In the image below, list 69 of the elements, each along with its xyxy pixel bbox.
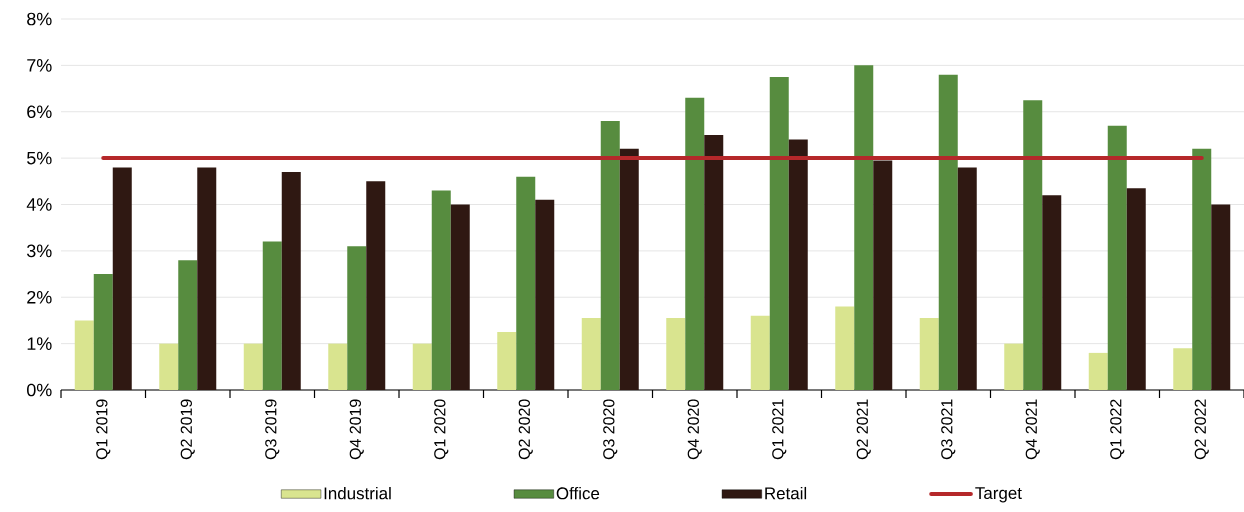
x-tick-label: Q1 2019 — [96, 399, 111, 460]
bar — [262, 241, 282, 390]
bar — [535, 199, 555, 390]
bar — [957, 167, 977, 390]
bar — [600, 121, 620, 390]
x-tick-label: Q2 2022 — [1194, 399, 1209, 460]
bar — [1004, 343, 1024, 390]
bar — [431, 190, 451, 390]
bar — [704, 134, 724, 390]
bar — [750, 315, 770, 390]
y-tick-label: 1% — [27, 337, 52, 350]
y-tick-label: 6% — [27, 105, 52, 119]
bar — [835, 306, 855, 390]
bar — [243, 343, 263, 390]
x-tick-label: Q2 2021 — [856, 399, 871, 460]
bar — [412, 343, 432, 390]
x-tick-label: Q2 2019 — [180, 399, 195, 460]
bar — [769, 76, 789, 390]
bar — [788, 139, 808, 390]
x-tick-label: Q3 2020 — [603, 399, 618, 460]
bar — [1211, 204, 1231, 390]
bar — [1023, 100, 1043, 390]
bar — [347, 246, 367, 390]
bar — [93, 274, 113, 390]
y-tick-label: 4% — [26, 198, 52, 211]
bar — [1192, 148, 1212, 390]
x-tick-label: Q3 2019 — [265, 399, 280, 460]
y-tick-label: 5% — [27, 151, 52, 165]
x-tick-label: Q4 2021 — [1025, 399, 1040, 460]
x-tick-label: Q2 2020 — [518, 399, 533, 460]
bar — [1107, 125, 1127, 390]
bar — [450, 204, 470, 390]
x-tick-label: Q1 2022 — [1110, 399, 1125, 460]
bar — [619, 148, 639, 390]
x-tick-label: Q4 2019 — [349, 399, 364, 460]
y-tick-label: 7% — [27, 59, 52, 72]
bar — [197, 167, 217, 390]
legend-label: Office — [556, 486, 600, 500]
bar — [328, 343, 348, 390]
y-tick-label: 0% — [27, 383, 52, 397]
x-tick-label: Q1 2020 — [434, 399, 449, 460]
bar — [854, 65, 874, 390]
bar — [366, 181, 386, 390]
bar — [1088, 352, 1108, 390]
bar — [685, 97, 705, 390]
x-tick-label: Q3 2021 — [941, 399, 956, 460]
y-tick-label: 8% — [27, 12, 52, 26]
bar — [1173, 348, 1193, 390]
bar — [159, 343, 179, 390]
bar — [919, 318, 939, 390]
y-tick-label: 3% — [27, 244, 52, 258]
legend-label: Industrial — [324, 486, 391, 500]
bar — [497, 332, 517, 390]
bar — [112, 167, 132, 390]
bar — [74, 320, 94, 390]
bar — [516, 176, 536, 390]
x-tick-label: Q1 2021 — [772, 399, 787, 460]
bar — [873, 160, 893, 390]
bar — [1042, 195, 1062, 390]
bar — [178, 260, 198, 390]
y-tick-label: 2% — [27, 290, 52, 304]
bar — [1126, 188, 1146, 390]
bar — [666, 318, 686, 390]
legend-label: Retail — [765, 486, 807, 500]
bar — [581, 318, 601, 390]
bar — [938, 74, 958, 390]
x-tick-label: Q4 2020 — [687, 399, 702, 460]
legend-label: Target — [975, 487, 1022, 503]
bar — [281, 172, 301, 390]
